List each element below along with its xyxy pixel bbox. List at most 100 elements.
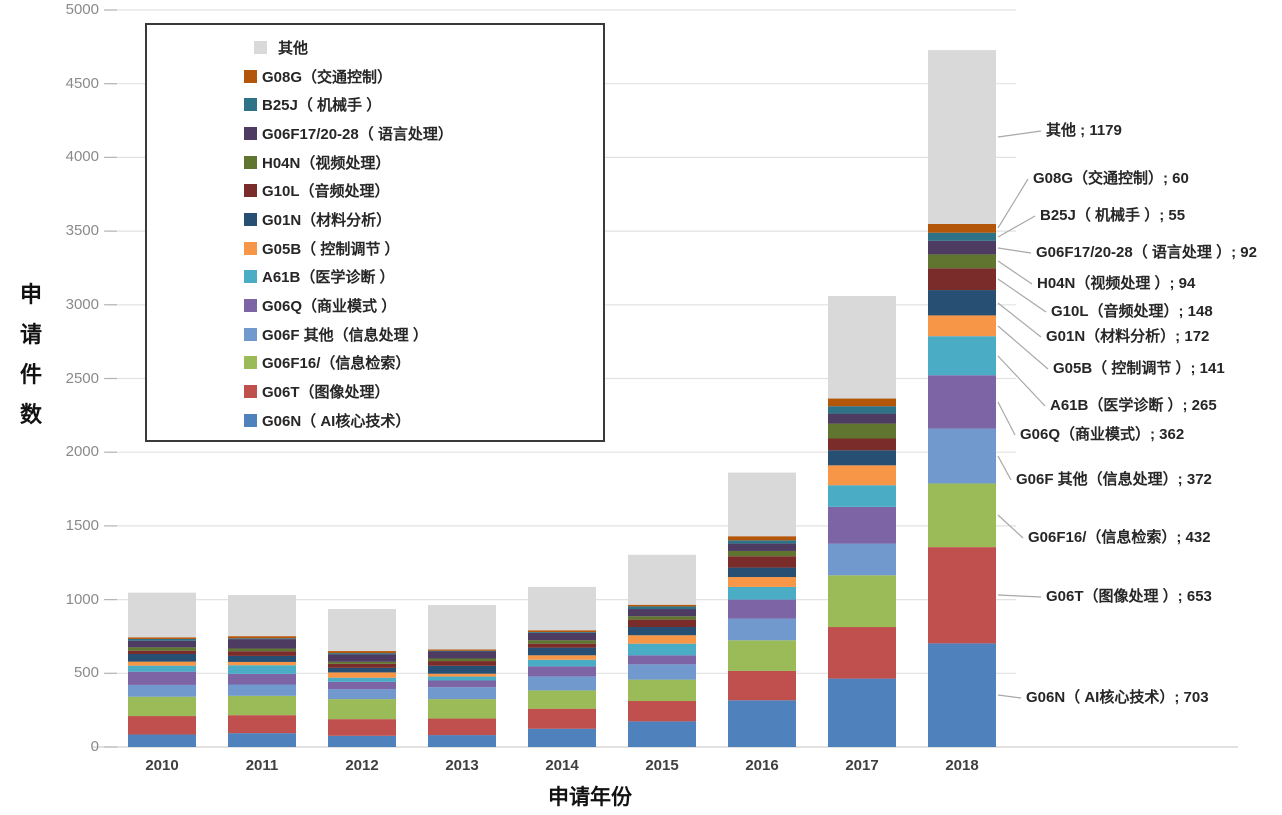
bar-segment-2014-G05B（ 控制调节 ） — [528, 655, 596, 660]
legend-item: B25J（ 机械手 ） — [244, 90, 603, 119]
bar-segment-2016-B25J（ 机械手 ） — [728, 540, 796, 544]
bar-segment-2016-G06F16/（信息检索） — [728, 640, 796, 671]
leader-line — [997, 247, 1032, 254]
bar-segment-2013-B25J（ 机械手 ） — [428, 650, 496, 652]
bar-segment-2018-G06N（ AI核心技术） — [928, 643, 996, 747]
bar-segment-2011-其他 — [228, 595, 296, 637]
bar-segment-2016-G06F 其他（信息处理 ） — [728, 618, 796, 641]
leader-line — [997, 130, 1042, 138]
y-tick-label: 2500 — [65, 369, 99, 387]
y-tick-label: 500 — [73, 664, 99, 682]
bar-segment-2016-G01N（材料分析） — [728, 567, 796, 578]
bar-segment-2011-G06F16/（信息检索） — [228, 695, 296, 716]
legend-item: A61B（医学诊断 ） — [244, 263, 603, 292]
legend-swatch — [254, 40, 267, 54]
bar-segment-2014-G06Q（商业模式 ） — [528, 666, 596, 677]
bar-segment-2016-G06Q（商业模式 ） — [728, 599, 796, 619]
legend-swatch — [244, 385, 257, 399]
bar-segment-2016-G06T（图像处理） — [728, 670, 796, 701]
bar-segment-2015-G01N（材料分析） — [628, 627, 696, 636]
data-label: H04N（视频处理 ）; 94 — [1037, 275, 1196, 292]
bar-segment-2010-其他 — [128, 592, 196, 638]
y-tick-label: 4500 — [65, 74, 99, 92]
bar-segment-2014-其他 — [528, 586, 596, 631]
bar-segment-2012-G01N（材料分析） — [328, 667, 396, 673]
legend-item: G10L（音频处理） — [244, 176, 603, 205]
bar-segment-2012-G06F16/（信息检索） — [328, 699, 396, 720]
bar-segment-2013-G01N（材料分析） — [428, 665, 496, 674]
bar-segment-2014-G06T（图像处理） — [528, 708, 596, 729]
bar-segment-2017-G01N（材料分析） — [828, 450, 896, 466]
bar-segment-2017-G06F17/20-28（ 语言处理） — [828, 413, 896, 424]
legend-label: G06F17/20-28（ 语言处理） — [262, 125, 453, 143]
bar-segment-2017-H04N（视频处理） — [828, 423, 896, 439]
bar-segment-2016-G06F17/20-28（ 语言处理） — [728, 543, 796, 551]
bar-segment-2011-G06N（ AI核心技术） — [228, 733, 296, 747]
bar-segment-2012-G10L（音频处理） — [328, 663, 396, 668]
leader-line — [997, 278, 1047, 313]
legend-item: G06F 其他（信息处理 ） — [244, 320, 603, 349]
bar-segment-2010-A61B（医学诊断 ） — [128, 665, 196, 672]
bar-segment-2014-A61B（医学诊断 ） — [528, 659, 596, 667]
bar-segment-2018-G08G（交通控制） — [928, 223, 996, 233]
legend-swatch — [244, 98, 257, 112]
leader-line — [997, 302, 1042, 338]
bar-segment-2015-G08G（交通控制） — [628, 604, 696, 607]
legend-swatch — [244, 155, 257, 169]
bar-segment-2018-B25J（ 机械手 ） — [928, 232, 996, 241]
bar-segment-2010-G06N（ AI核心技术） — [128, 734, 196, 747]
bar-segment-2015-G06F17/20-28（ 语言处理） — [628, 609, 696, 617]
bar-segment-2014-G06F 其他（信息处理 ） — [528, 676, 596, 691]
legend-item: G01N（材料分析） — [244, 205, 603, 234]
bar-segment-2014-G10L（音频处理） — [528, 643, 596, 648]
data-label: G06F16/（信息检索）; 432 — [1028, 529, 1211, 546]
bar-segment-2016-A61B（医学诊断 ） — [728, 586, 796, 600]
bar-segment-2017-G05B（ 控制调节 ） — [828, 465, 896, 486]
bar-segment-2013-G05B（ 控制调节 ） — [428, 673, 496, 677]
legend-label: B25J（ 机械手 ） — [262, 97, 382, 115]
x-tick-label: 2015 — [645, 757, 679, 774]
bar-segment-2011-G05B（ 控制调节 ） — [228, 661, 296, 666]
y-tick-label: 3500 — [65, 222, 99, 240]
bar-segment-2013-G10L（音频处理） — [428, 661, 496, 666]
y-tick-label: 3000 — [65, 295, 99, 313]
bar-segment-2016-G08G（交通控制） — [728, 536, 796, 541]
bar-segment-2017-G06F16/（信息检索） — [828, 575, 896, 628]
bar-segment-2016-H04N（视频处理） — [728, 550, 796, 557]
legend-item: G06F16/（信息检索） — [244, 349, 603, 378]
legend-swatch — [244, 184, 257, 198]
bar-segment-2011-B25J（ 机械手 ） — [228, 638, 296, 640]
data-label: G06T（图像处理 ）; 653 — [1046, 588, 1212, 605]
legend-swatch — [244, 413, 257, 427]
bar-segment-2013-G06F17/20-28（ 语言处理） — [428, 651, 496, 659]
bar-segment-2015-G06T（图像处理） — [628, 701, 696, 722]
bar-segment-2010-G06Q（商业模式 ） — [128, 671, 196, 685]
legend-label: G10L（音频处理） — [262, 183, 390, 201]
bar-segment-2015-其他 — [628, 554, 696, 605]
bar-segment-2013-G06F 其他（信息处理 ） — [428, 687, 496, 700]
bar-segment-2010-G08G（交通控制） — [128, 637, 196, 639]
legend-label: G06Q（商业模式 ） — [262, 298, 397, 316]
leader-line — [997, 178, 1029, 229]
leader-line — [997, 694, 1022, 699]
data-label: G06F17/20-28（ 语言处理 ）; 92 — [1036, 244, 1257, 261]
bar-segment-2013-G08G（交通控制） — [428, 649, 496, 651]
leader-line — [997, 455, 1012, 481]
bar-segment-2015-B25J（ 机械手 ） — [628, 606, 696, 610]
bar-segment-2017-B25J（ 机械手 ） — [828, 406, 896, 414]
legend-swatch — [244, 212, 257, 226]
bar-segment-2011-G06F17/20-28（ 语言处理） — [228, 639, 296, 649]
x-tick-label: 2010 — [145, 757, 179, 774]
bar-segment-2017-A61B（医学诊断 ） — [828, 485, 896, 507]
bar-segment-2010-B25J（ 机械手 ） — [128, 638, 196, 641]
y-axis-title: 申 请 件 数 — [19, 282, 42, 427]
legend-label: A61B（医学诊断 ） — [262, 269, 395, 287]
data-label: G06F 其他（信息处理）; 372 — [1016, 471, 1212, 488]
data-label: B25J（ 机械手 ）; 55 — [1040, 207, 1186, 224]
bar-segment-2011-G08G（交通控制） — [228, 636, 296, 639]
y-tick-label: 1500 — [65, 516, 99, 534]
bar-segment-2012-G08G（交通控制） — [328, 651, 396, 654]
bar-segment-2012-A61B（医学诊断 ） — [328, 677, 396, 682]
bar-segment-2011-G10L（音频处理） — [228, 651, 296, 656]
